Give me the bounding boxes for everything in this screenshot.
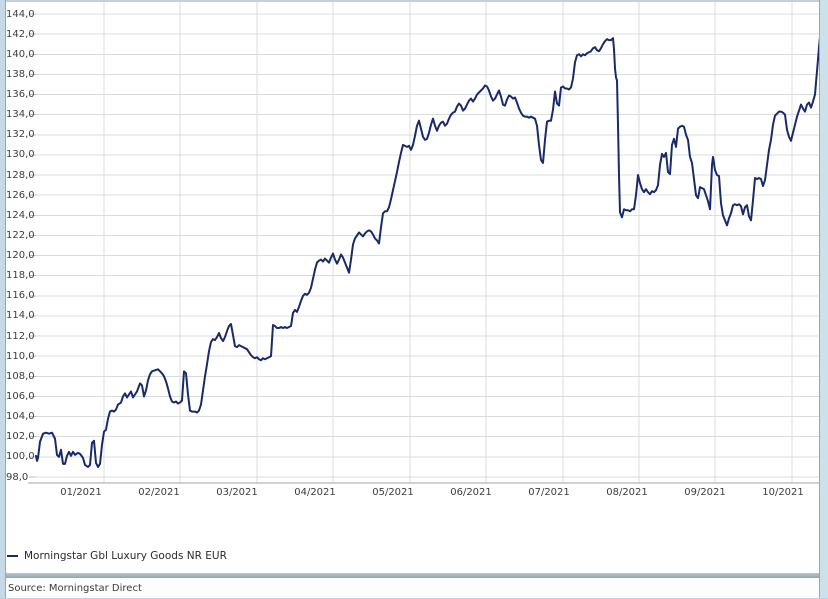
y-tick-label: 102,0 [6, 431, 35, 443]
series-line [35, 36, 821, 468]
y-tick-label: 132,0 [6, 129, 35, 141]
y-tick-label: 118,0 [6, 270, 35, 282]
x-tick-label: 10/2021 [762, 487, 804, 498]
window-left-border [0, 0, 6, 599]
x-tick-label: 03/2021 [216, 487, 258, 498]
x-tick-label: 09/2021 [684, 487, 726, 498]
y-tick-label: 104,0 [6, 411, 35, 423]
source-bar: Source: Morningstar Direct [0, 578, 828, 599]
x-tick-label: 01/2021 [60, 487, 102, 498]
x-tick-label: 08/2021 [606, 487, 648, 498]
y-tick-label: 100,0 [6, 451, 35, 463]
y-tick-label: 140,0 [6, 48, 35, 60]
y-tick-label: 130,0 [6, 149, 35, 161]
y-tick-label: 120,0 [6, 250, 35, 262]
window-right-border [819, 0, 828, 599]
legend-series-label: Morningstar Gbl Luxury Goods NR EUR [24, 550, 227, 562]
y-tick-label: 112,0 [6, 330, 35, 342]
y-tick-label: 144,0 [6, 8, 35, 20]
y-tick-label: 122,0 [6, 229, 35, 241]
legend: Morningstar Gbl Luxury Goods NR EUR [7, 548, 227, 564]
y-tick-label: 134,0 [6, 109, 35, 121]
x-tick-label: 04/2021 [294, 487, 336, 498]
source-text: Source: Morningstar Direct [8, 583, 142, 594]
y-tick-label: 114,0 [6, 310, 35, 322]
y-tick-label: 138,0 [6, 68, 35, 80]
window-top-border [0, 0, 828, 2]
y-tick-label: 98,0 [6, 471, 29, 483]
chart-canvas [28, 2, 821, 484]
y-tick-label: 136,0 [6, 89, 35, 101]
x-tick-label: 07/2021 [528, 487, 570, 498]
y-tick-label: 108,0 [6, 370, 35, 382]
y-tick-label: 142,0 [6, 28, 35, 40]
x-tick-label: 02/2021 [138, 487, 180, 498]
y-tick-label: 124,0 [6, 209, 35, 221]
y-tick-label: 106,0 [6, 390, 35, 402]
x-axis-labels: 01/2021 02/2021 03/2021 04/2021 05/2021 06/20… [0, 487, 828, 501]
x-tick-label: 06/2021 [450, 487, 492, 498]
y-tick-label: 126,0 [6, 189, 35, 201]
y-tick-label: 116,0 [6, 290, 35, 302]
legend-line-marker [7, 555, 18, 557]
y-tick-label: 110,0 [6, 350, 35, 362]
y-tick-label: 128,0 [6, 169, 35, 181]
footer-divider [0, 573, 828, 578]
x-tick-label: 05/2021 [372, 487, 414, 498]
